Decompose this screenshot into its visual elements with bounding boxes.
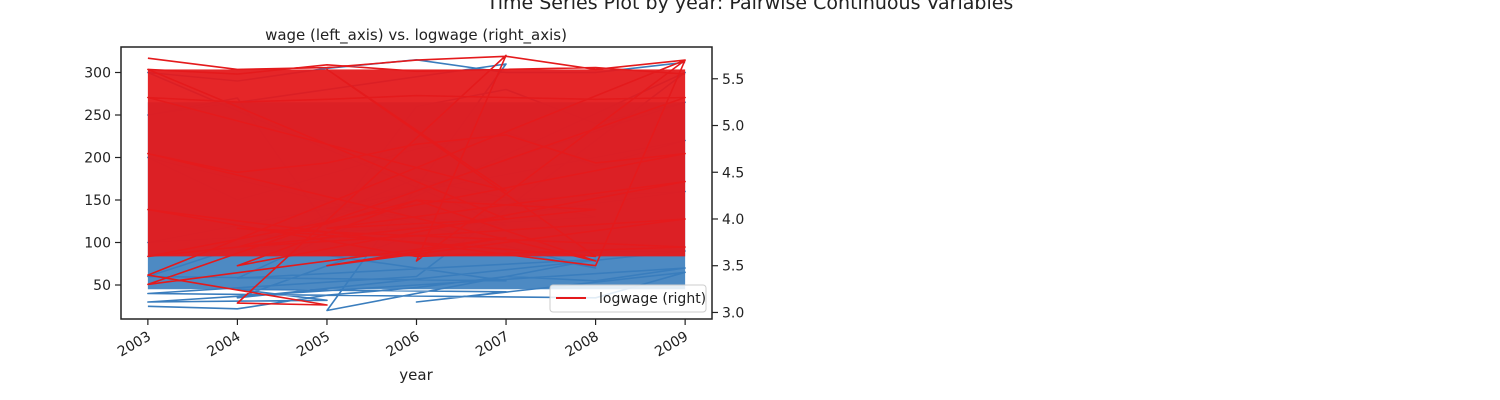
right-y-tick-label: 5.5 [722,72,744,88]
right-y-tick-label: 3.5 [722,259,744,275]
series-band-logwage [147,69,686,257]
x-axis-title: year [399,366,433,384]
left-y-tick-label: 150 [84,193,111,209]
x-tick-label: 2008 [563,329,602,361]
x-tick-label: 2003 [115,329,154,361]
legend-box [549,284,707,313]
x-tick-label: 2009 [652,329,691,361]
x-axis: 2003 2004 2005 2006 2007 2008 2009 [115,319,691,360]
right-y-tick-label: 4.5 [722,165,744,181]
figure-suptitle: Time Series Plot by year: Pairwise Conti… [486,0,1014,14]
x-tick-label: 2007 [473,329,512,361]
plot-title: wage (left_axis) vs. logwage (right_axis… [265,26,567,45]
legend-label-logwage: logwage (right) [599,291,706,307]
left-y-tick-label: 100 [84,236,111,252]
left-y-tick-label: 200 [84,151,111,167]
right-y-tick-label: 4.0 [722,212,744,228]
x-tick-label: 2004 [205,329,244,361]
logwage-series [147,54,686,306]
right-y-tick-label: 3.0 [722,305,744,321]
x-tick-label: 2005 [294,329,333,361]
left-y-axis: 50 100 150 200 250 300 [84,66,121,294]
left-y-tick-label: 50 [93,278,111,294]
x-tick-label: 2006 [384,329,423,361]
right-y-axis: 3.0 3.5 4.0 4.5 5.0 5.5 [712,72,744,321]
left-y-tick-label: 250 [84,108,111,124]
right-y-tick-label: 5.0 [722,119,744,135]
legend: logwage (right) [549,284,707,313]
left-y-tick-label: 300 [84,66,111,82]
